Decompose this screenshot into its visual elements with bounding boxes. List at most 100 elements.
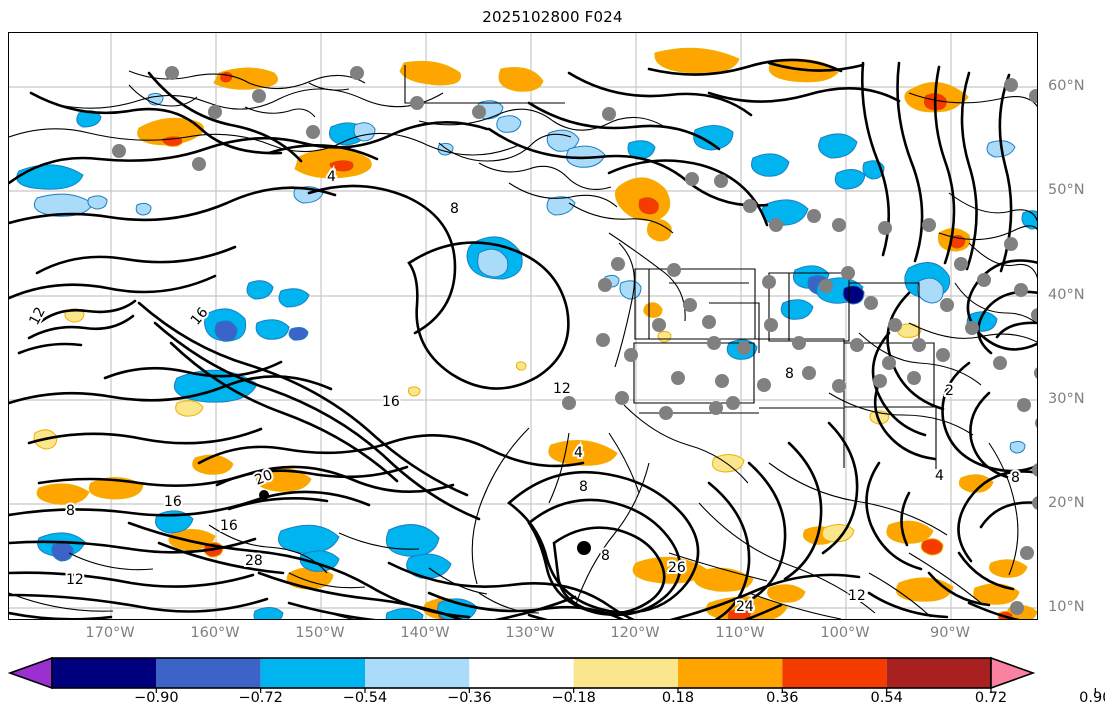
colorbar-band[interactable]	[782, 658, 887, 688]
colorbar-band[interactable]	[156, 658, 261, 688]
station-dot	[306, 125, 320, 139]
lon-tick-label: 100°W	[820, 625, 870, 641]
station-dot	[1032, 463, 1037, 477]
map-canvas: 12 16 4 8 16 12 4 8 2 4 8 20 8 16	[9, 33, 1037, 619]
station-dot	[685, 172, 699, 186]
station-dot	[702, 315, 716, 329]
station-dot	[652, 318, 666, 332]
station-dot	[1031, 308, 1037, 322]
lat-tick-label: 20°N	[1048, 495, 1085, 511]
station-dot	[1020, 546, 1034, 560]
colorbar-tick-label: 0.54	[870, 690, 903, 706]
shaded-anomalies-negative	[16, 92, 1037, 619]
low-center-markers	[259, 490, 591, 555]
station-dot	[1034, 367, 1037, 379]
colorbar-tick-label: 0.18	[661, 690, 695, 706]
colorbar[interactable]: −0.90 −0.72 −0.54 −0.36 −0.18 0.18 0.36 0.54 0.7…	[0, 655, 1105, 712]
station-dot	[615, 391, 629, 405]
station-dot	[562, 396, 576, 410]
station-dot	[707, 336, 721, 350]
svg-text:4: 4	[574, 445, 583, 461]
colorbar-band[interactable]	[886, 658, 991, 688]
station-dot	[792, 336, 806, 350]
svg-text:24: 24	[736, 599, 754, 615]
page-title: 2025102800 F024	[482, 8, 623, 26]
lon-tick-label: 170°W	[85, 625, 135, 641]
colorbar-extend-max[interactable]	[990, 656, 1036, 690]
svg-text:8: 8	[450, 201, 459, 217]
colorbar-tick-label: −0.54	[342, 690, 388, 706]
station-dot	[864, 296, 878, 310]
colorbar-extend-min[interactable]	[7, 656, 53, 690]
map-plot-area[interactable]: 12 16 4 8 16 12 4 8 2 4 8 20 8 16	[8, 32, 1038, 620]
svg-text:8: 8	[579, 479, 588, 495]
station-dot	[882, 356, 896, 370]
lon-tick-label: 120°W	[610, 625, 660, 641]
colorbar-tick-label: −0.18	[551, 690, 596, 706]
svg-text:8: 8	[1011, 470, 1020, 486]
svg-text:8: 8	[66, 503, 75, 519]
station-dot	[922, 218, 936, 232]
station-dot	[1014, 283, 1028, 297]
station-dot	[683, 298, 697, 312]
station-dot	[912, 338, 926, 352]
colorbar-tick-label: −0.36	[447, 690, 492, 706]
station-dot	[954, 257, 968, 271]
station-dot	[802, 366, 816, 380]
station-dot	[965, 321, 979, 335]
station-dot	[596, 333, 610, 347]
station-dot	[472, 105, 486, 119]
colorbar-band[interactable]	[365, 658, 470, 688]
colorbar-band[interactable]	[52, 658, 157, 688]
colorbar-tick-label: −0.72	[238, 690, 283, 706]
colorbar-svg[interactable]	[0, 655, 1105, 712]
station-dot	[764, 318, 778, 332]
station-dot	[888, 318, 902, 332]
lon-tick-label: 130°W	[505, 625, 555, 641]
station-dot	[850, 338, 864, 352]
station-dot	[611, 257, 625, 271]
svg-text:16: 16	[220, 518, 238, 534]
colorbar-band[interactable]	[469, 658, 574, 688]
station-dot	[410, 96, 424, 110]
station-dot	[671, 371, 685, 385]
station-dot	[873, 374, 887, 388]
station-dot	[878, 221, 892, 235]
station-dot	[743, 199, 757, 213]
svg-text:16: 16	[164, 494, 182, 510]
colorbar-band[interactable]	[260, 658, 365, 688]
lat-tick-label: 50°N	[1048, 182, 1085, 198]
station-dot	[667, 263, 681, 277]
svg-text:4: 4	[935, 468, 944, 484]
station-dots	[112, 66, 1037, 615]
colorbar-tick-label: 0.36	[766, 690, 799, 706]
station-dot	[940, 298, 954, 312]
station-dot	[715, 374, 729, 388]
colorbar-band[interactable]	[678, 658, 783, 688]
svg-text:12: 12	[848, 588, 866, 604]
lon-tick-label: 140°W	[400, 625, 450, 641]
svg-text:28: 28	[245, 553, 263, 569]
lat-tick-label: 60°N	[1048, 78, 1085, 94]
station-dot	[659, 406, 673, 420]
station-dot	[192, 157, 206, 171]
station-dot	[1017, 398, 1031, 412]
colorbar-segments[interactable]	[7, 656, 1036, 690]
svg-text:12: 12	[66, 572, 84, 588]
pressure-contours	[9, 58, 1037, 619]
svg-text:16: 16	[382, 394, 400, 410]
station-dot	[757, 378, 771, 392]
svg-text:26: 26	[668, 560, 686, 576]
colorbar-tick-label: 0.72	[974, 690, 1008, 706]
station-dot	[762, 275, 776, 289]
colorbar-band[interactable]	[573, 658, 678, 688]
station-dot	[769, 218, 783, 232]
station-dot	[807, 209, 821, 223]
station-dot	[112, 144, 126, 158]
station-dot	[602, 107, 616, 121]
station-dot	[977, 273, 991, 287]
lon-tick-label: 150°W	[295, 625, 345, 641]
station-dot	[350, 66, 364, 80]
station-dot	[993, 356, 1007, 370]
